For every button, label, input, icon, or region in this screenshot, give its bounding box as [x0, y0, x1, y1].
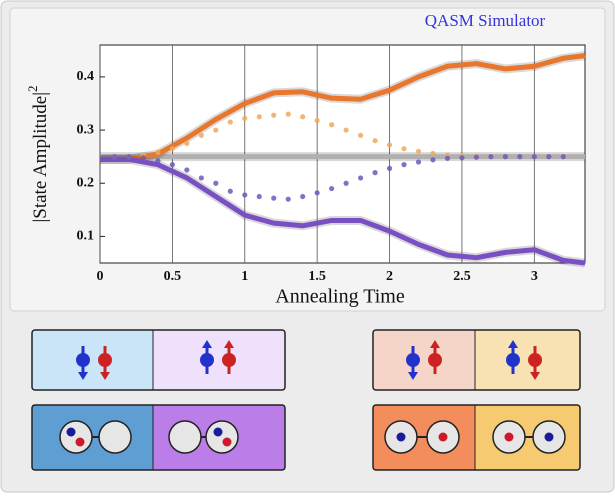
particle [214, 428, 223, 437]
data-point [416, 149, 421, 154]
x-tick-label: 0.5 [164, 269, 182, 284]
data-point [315, 190, 320, 195]
data-point [344, 181, 349, 186]
data-point [155, 150, 160, 155]
x-tick-label: 3 [531, 269, 538, 284]
data-point [170, 162, 175, 167]
data-point [532, 154, 537, 159]
particle [76, 438, 85, 447]
data-point [242, 116, 247, 121]
data-point [401, 162, 406, 167]
data-point [517, 154, 522, 159]
particle [397, 433, 406, 442]
data-point [126, 154, 131, 159]
data-point [300, 114, 305, 119]
particle [439, 433, 448, 442]
data-point [459, 155, 464, 160]
data-point [184, 167, 189, 172]
spin-ball [222, 353, 236, 367]
y-tick-label: 0.2 [77, 175, 95, 190]
data-point [445, 156, 450, 161]
y-tick-label: 0.3 [77, 122, 95, 137]
data-point [546, 154, 551, 159]
site [60, 421, 92, 453]
data-point [488, 154, 493, 159]
x-tick-label: 2 [386, 269, 393, 284]
data-point [170, 146, 175, 151]
data-point [199, 175, 204, 180]
data-point [561, 154, 566, 159]
box [475, 330, 580, 390]
data-point [155, 158, 160, 163]
data-point [372, 170, 377, 175]
box [153, 330, 285, 390]
data-point [387, 142, 392, 147]
data-point [358, 133, 363, 138]
y-label-text: |State Amplitude| [30, 92, 51, 223]
data-point [112, 154, 117, 159]
data-point [286, 112, 291, 117]
particle [505, 433, 514, 442]
page: {"chart_data": {"type": "line", "title":… [0, 0, 615, 493]
data-point [213, 127, 218, 132]
data-point [358, 175, 363, 180]
box [32, 330, 153, 390]
x-tick-label: 0 [97, 269, 104, 284]
x-tick-label: 1.5 [308, 269, 326, 284]
spin-ball [406, 353, 420, 367]
data-point [300, 194, 305, 199]
data-point [199, 133, 204, 138]
data-point [387, 166, 392, 171]
particle [223, 438, 232, 447]
data-point [401, 146, 406, 151]
data-point [344, 127, 349, 132]
data-point [430, 157, 435, 162]
y-tick-label: 0.4 [77, 69, 95, 84]
y-tick-label: 0.1 [77, 229, 95, 244]
data-point [141, 155, 146, 160]
data-point [257, 114, 262, 119]
data-point [271, 113, 276, 118]
data-point [242, 192, 247, 197]
particle [67, 428, 76, 437]
spin-ball [506, 353, 520, 367]
data-point [329, 122, 334, 127]
data-point [474, 155, 479, 160]
site [206, 421, 238, 453]
data-point [271, 196, 276, 201]
data-point [416, 159, 421, 164]
data-point [430, 151, 435, 156]
x-axis-label: Annealing Time [275, 286, 405, 308]
data-point [257, 194, 262, 199]
y-label-exponent: 2 [25, 85, 40, 92]
spin-ball [200, 353, 214, 367]
site [99, 421, 131, 453]
chart-title: QASM Simulator [425, 11, 546, 30]
spin-ball [528, 353, 542, 367]
figure: QASM Simulator Annealing Time |State Amp… [0, 0, 615, 493]
data-point [329, 186, 334, 191]
box [373, 330, 475, 390]
data-point [372, 138, 377, 143]
data-point [213, 181, 218, 186]
site [169, 421, 201, 453]
data-point [228, 189, 233, 194]
data-point [503, 154, 508, 159]
data-point [184, 141, 189, 146]
spin-ball [428, 353, 442, 367]
x-tick-label: 2.5 [453, 269, 471, 284]
data-point [228, 119, 233, 124]
particle [545, 433, 554, 442]
data-point [315, 118, 320, 123]
data-point [286, 197, 291, 202]
spin-ball [76, 353, 90, 367]
spin-ball [98, 353, 112, 367]
x-tick-label: 1 [241, 269, 248, 284]
